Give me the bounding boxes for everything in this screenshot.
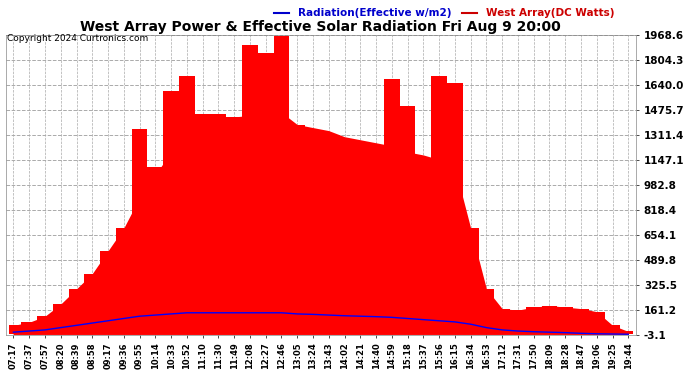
Bar	[150, 167, 160, 334]
Bar	[198, 114, 208, 334]
Bar	[560, 307, 570, 334]
Bar	[182, 76, 192, 334]
Bar	[88, 274, 97, 334]
Bar	[529, 307, 538, 334]
Bar	[387, 79, 397, 334]
Bar	[135, 129, 144, 334]
Text: Copyright 2024 Curtronics.com: Copyright 2024 Curtronics.com	[7, 34, 148, 43]
Bar	[624, 332, 633, 334]
Bar	[544, 306, 554, 334]
Legend: Radiation(Effective w/m2), West Array(DC Watts): Radiation(Effective w/m2), West Array(DC…	[270, 4, 618, 22]
Bar	[245, 45, 255, 334]
Bar	[40, 316, 50, 334]
Bar	[403, 106, 413, 334]
Bar	[24, 322, 34, 334]
Bar	[308, 220, 317, 334]
Bar	[371, 228, 381, 334]
Bar	[419, 220, 428, 334]
Bar	[104, 251, 112, 334]
Bar	[608, 326, 618, 334]
Title: West Array Power & Effective Solar Radiation Fri Aug 9 20:00: West Array Power & Effective Solar Radia…	[81, 20, 561, 34]
Bar	[339, 228, 349, 334]
Bar	[56, 304, 66, 334]
Bar	[293, 124, 302, 334]
Bar	[450, 84, 460, 334]
Bar	[119, 228, 128, 334]
Bar	[355, 225, 365, 334]
Bar	[9, 326, 18, 334]
Bar	[497, 309, 507, 334]
Bar	[576, 309, 586, 334]
Bar	[277, 36, 286, 334]
Bar	[513, 310, 522, 334]
Bar	[466, 228, 475, 334]
Bar	[72, 289, 81, 334]
Bar	[324, 220, 333, 334]
Bar	[166, 91, 176, 334]
Bar	[482, 289, 491, 334]
Bar	[230, 117, 239, 334]
Bar	[214, 114, 223, 334]
Bar	[592, 312, 602, 334]
Bar	[435, 76, 444, 334]
Bar	[261, 53, 270, 334]
